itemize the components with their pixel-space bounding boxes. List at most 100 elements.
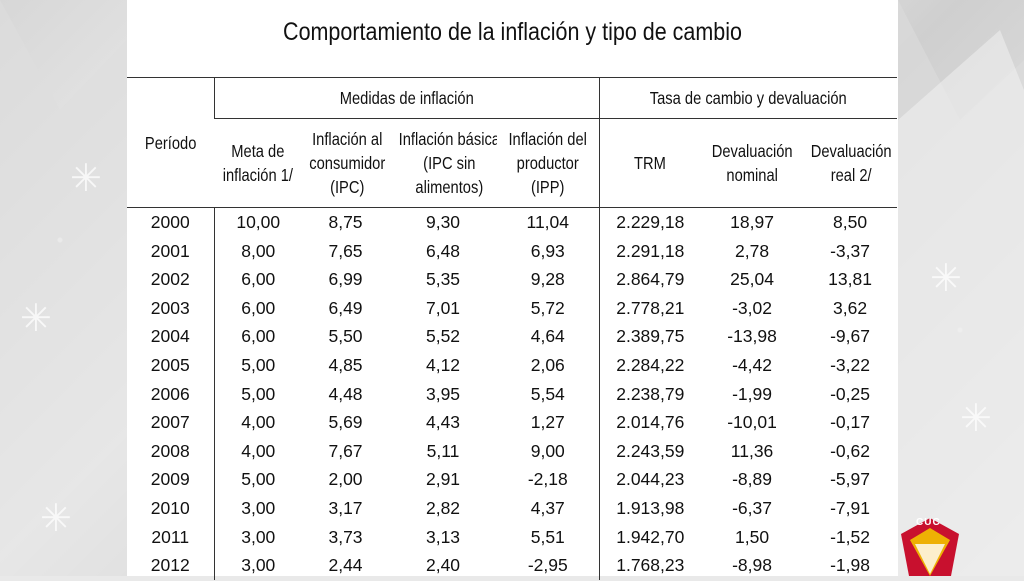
col-header-basica: Inflación básica (IPC sin alimentos) (389, 118, 497, 208)
table-cell: -1,98 (830, 555, 870, 576)
table-cell: 3,17 (328, 497, 363, 518)
table-cell: 2007 (127, 408, 215, 437)
table-cell: 5,52 (425, 326, 461, 347)
table-cell: 8,00 (241, 240, 276, 261)
table-cell: 2.778,21 (616, 297, 685, 318)
table-row: 2000 10,00 8,75 9,30 11,04 2.229,18 18,97 8,50 (127, 207, 897, 237)
table-row: 2009 5,00 2,00 2,91 -2,18 2.044,23 -8,89 -5,97 (127, 465, 897, 494)
table-row: 2010 3,00 3,17 2,82 4,37 1.913,98 -6,37 -7,91 (127, 493, 897, 523)
table-cell: 18,97 (730, 212, 774, 232)
table-cell: 10,00 (236, 212, 281, 232)
cuc-logo-icon (901, 518, 959, 576)
col-header-ipc: Inflación al consumidor (IPC) (302, 118, 389, 208)
table-cell: -0,25 (830, 383, 870, 404)
table-cell: 1,50 (735, 526, 770, 547)
table-cell: -0,17 (830, 412, 870, 433)
table-cell: -3,22 (830, 354, 870, 375)
table-cell: 7,65 (328, 240, 363, 261)
col-header-ipp: Inflación del productor (IPP) (497, 118, 600, 208)
inflation-group-header: Medidas de inflación (213, 77, 600, 119)
slide-title: Comportamiento de la inflación y tipo de… (283, 18, 742, 46)
table-cell: -13,98 (727, 326, 777, 347)
table-cell: 2,78 (735, 240, 770, 261)
table-cell: 2,91 (425, 469, 461, 490)
slide-content: Comportamiento de la inflación y tipo de… (127, 0, 898, 580)
table-cell: 3,00 (241, 555, 276, 576)
logo-text: CUC (916, 517, 941, 528)
star-icon: ✳ (70, 158, 102, 200)
table-cell: 5,00 (241, 383, 276, 404)
table-cell: 1.768,23 (616, 555, 685, 576)
table-cell: 2.389,75 (616, 326, 685, 347)
table-cell: 9,00 (497, 436, 600, 466)
table-cell: -6,37 (732, 497, 772, 518)
table-cell: 3,62 (833, 297, 868, 318)
table-row: 2012 3,00 2,44 2,40 -2,95 1.768,23 -8,98 -1,98 (127, 551, 897, 580)
table-cell: 9,30 (425, 212, 461, 232)
table-cell: -3,02 (732, 297, 772, 318)
table-cell: 25,04 (730, 269, 774, 290)
table-row: 2007 4,00 5,69 4,43 1,27 2.014,76 -10,01 -0,17 (127, 408, 897, 437)
table-cell: 8,75 (328, 212, 363, 232)
star-icon: ✳ (960, 398, 992, 440)
table-cell: 2012 (127, 551, 215, 580)
table-cell: 5,50 (328, 326, 363, 347)
table-cell: 2.044,23 (616, 469, 685, 490)
table-cell: 3,73 (328, 526, 363, 547)
table-cell: 1,27 (497, 408, 600, 437)
table-cell: 5,00 (241, 469, 276, 490)
table-row: 2011 3,00 3,73 3,13 5,51 1.942,70 1,50 -1,52 (127, 522, 897, 552)
table-row: 2004 6,00 5,50 5,52 4,64 2.389,75 -13,98 -9,67 (127, 322, 897, 351)
table-cell: 2004 (127, 322, 215, 351)
table-cell: 2008 (127, 436, 215, 466)
table-cell: -3,37 (830, 240, 870, 261)
table-cell: 6,00 (241, 297, 276, 318)
table-cell: 4,85 (328, 354, 363, 375)
table-cell: 2,06 (497, 350, 600, 380)
col-header-trm: TRM (599, 118, 702, 208)
table-row: 2008 4,00 7,67 5,11 9,00 2.243,59 11,36 -0,62 (127, 436, 897, 466)
table-cell: 3,95 (425, 383, 461, 404)
cuc-logo: CUC (895, 514, 965, 576)
table-cell: 6,00 (241, 326, 276, 347)
col-header-meta: Meta de inflación 1/ (214, 118, 302, 208)
table-cell: 4,00 (241, 440, 276, 461)
table-cell: 2.243,59 (616, 440, 685, 461)
table-cell: -8,89 (732, 469, 772, 490)
table-cell: 5,11 (426, 440, 460, 461)
table-cell: -10,01 (727, 412, 777, 433)
table-cell: 2005 (127, 350, 215, 380)
table-cell: 5,35 (425, 269, 461, 290)
table-row: 2005 5,00 4,85 4,12 2,06 2.284,22 -4,42 -3,22 (127, 350, 897, 380)
exchange-group-header: Tasa de cambio y devaluación (599, 77, 898, 119)
table-cell: 3,00 (241, 497, 276, 518)
table-cell: 11,36 (730, 440, 774, 461)
table-cell: -0,62 (830, 440, 870, 461)
table-cell: 2,44 (328, 555, 363, 576)
table-cell: 2,40 (425, 555, 461, 576)
table-cell: -5,97 (830, 469, 870, 490)
table-cell: 4,00 (241, 412, 276, 433)
table-row: 2001 8,00 7,65 6,48 6,93 2.291,18 2,78 -3,37 (127, 236, 897, 266)
table-cell: 2.014,76 (616, 412, 685, 433)
table-cell: -9,67 (830, 326, 870, 347)
table-cell: 4,64 (497, 322, 600, 351)
table-cell: 6,49 (328, 297, 363, 318)
table-cell: 11,04 (497, 207, 600, 237)
table-cell: 5,72 (497, 293, 600, 323)
star-icon: ✳ (20, 298, 52, 340)
table-cell: 6,48 (425, 240, 461, 261)
table-cell: 2,00 (328, 469, 363, 490)
table-cell: 6,99 (328, 269, 363, 290)
table-cell: 7,01 (425, 297, 461, 318)
table-cell: 3,13 (425, 526, 461, 547)
table-cell: 13,81 (828, 269, 872, 290)
table-row: 2003 6,00 6,49 7,01 5,72 2.778,21 -3,02 3,62 (127, 293, 897, 323)
table-cell: 2002 (127, 265, 215, 294)
table-cell: -4,42 (732, 354, 772, 375)
table-cell: 5,54 (497, 379, 600, 409)
table-cell: 2.284,22 (616, 354, 685, 375)
table-cell: -8,98 (732, 555, 772, 576)
inflation-exchange-table: Período Medidas de inflación Tasa de cam… (127, 77, 898, 580)
